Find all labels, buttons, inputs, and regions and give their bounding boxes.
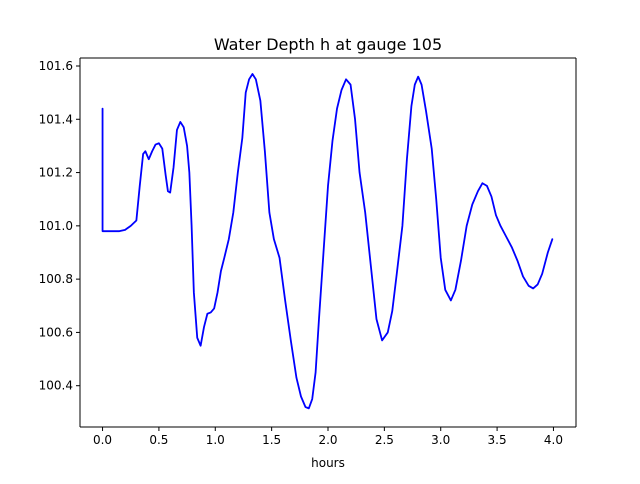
series-line-0 — [101, 73, 554, 410]
y-tick-label: 101.4 — [39, 112, 73, 126]
y-tick-label: 101.6 — [39, 59, 73, 73]
y-tick-label: 100.8 — [39, 272, 73, 286]
x-tick-label: 3.5 — [488, 433, 507, 447]
y-axis-ticks: 100.4 100.6 100.8 101.0 101.2 101.4 101.6 — [39, 59, 80, 393]
x-tick-label: 0.0 — [93, 433, 112, 447]
y-tick-label: 101.0 — [39, 219, 73, 233]
x-tick-label: 2.0 — [318, 433, 337, 447]
x-axis-label: hours — [311, 456, 345, 470]
y-tick-label: 100.4 — [39, 379, 73, 393]
x-tick-label: 3.0 — [431, 433, 450, 447]
y-tick-label: 101.2 — [39, 166, 73, 180]
x-tick-label: 2.5 — [375, 433, 394, 447]
series-layer — [101, 73, 554, 410]
plot-area — [80, 58, 576, 427]
x-tick-label: 1.0 — [206, 433, 225, 447]
x-tick-label: 4.0 — [544, 433, 563, 447]
chart-title: Water Depth h at gauge 105 — [214, 35, 442, 54]
y-tick-label: 100.6 — [39, 325, 73, 339]
x-tick-label: 0.5 — [149, 433, 168, 447]
x-axis-ticks: 0.0 0.5 1.0 1.5 2.0 2.5 3.0 3.5 4.0 — [93, 427, 563, 447]
x-tick-label: 1.5 — [262, 433, 281, 447]
